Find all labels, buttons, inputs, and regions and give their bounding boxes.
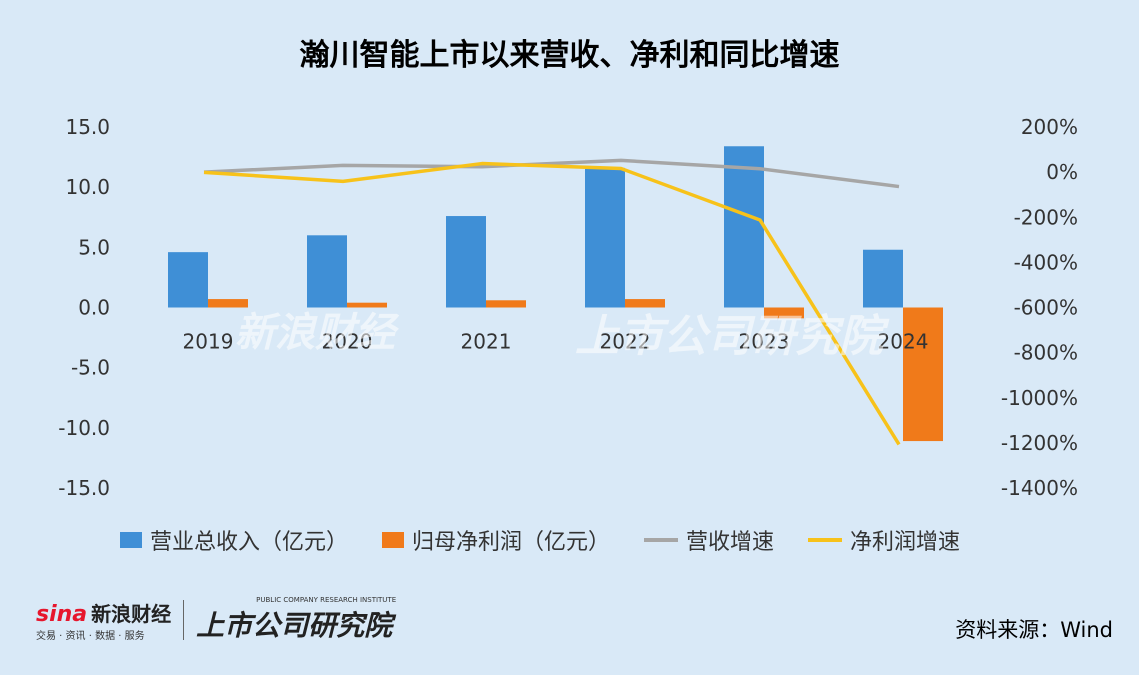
revenue-bar (446, 216, 486, 308)
profit-bar (903, 307, 943, 442)
right-axis: 200% 0% -200% -400% -600% -800% -1000% -1200% -1… (1001, 115, 1078, 500)
legend-item-profit-growth: 净利润增速 (808, 524, 960, 556)
category-label: 2021 (461, 330, 512, 354)
legend-label-profit-growth: 净利润增速 (850, 530, 961, 555)
right-tick-label: -200% (1014, 205, 1078, 229)
profit-bar (486, 300, 526, 308)
chart-title: 瀚川智能上市以来营收、净利和同比增速 (299, 38, 840, 73)
profit-growth-line (203, 161, 901, 446)
left-tick-label: 15.0 (65, 115, 110, 139)
left-tick-label: 5.0 (78, 235, 110, 259)
legend-item-revenue-growth: 营收增速 (644, 524, 774, 556)
right-tick-label: -1000% (1001, 386, 1078, 410)
right-tick-label: 200% (1021, 115, 1078, 139)
profit-bar (625, 299, 665, 308)
legend-label-revenue-growth: 营收增速 (686, 530, 775, 555)
category-axis: 2019 2020 2021 2022 2023 2024 (183, 330, 929, 354)
revenue-growth-line (203, 158, 900, 189)
profit-bar (208, 299, 248, 308)
left-axis: 15.0 10.0 5.0 0.0 -5.0 -10.0 -15.0 (58, 115, 110, 500)
legend-swatch-revenue-growth (644, 538, 679, 542)
sina-logo: sina 新浪财经 交易 · 资讯 · 数据 · 服务 (36, 598, 171, 642)
legend-label-profit: 归母净利润（亿元） (412, 530, 611, 555)
category-label: 2020 (322, 330, 373, 354)
right-tick-label: -1200% (1001, 431, 1078, 455)
source-note: 资料来源：Wind (955, 618, 1113, 642)
combo-chart: 15.0 10.0 5.0 0.0 -5.0 -10.0 -15.0 200% 0% -200%… (58, 115, 1078, 500)
institute-logo-sub: PUBLIC COMPANY RESEARCH INSTITUTE (256, 596, 397, 604)
profit-bar (347, 302, 387, 308)
right-tick-label: -800% (1014, 341, 1078, 365)
legend-item-profit: 归母净利润（亿元） (382, 524, 610, 556)
right-tick-label: -400% (1014, 250, 1078, 274)
right-tick-label: 0% (1046, 160, 1078, 184)
legend-item-revenue: 营业总收入（亿元） (120, 524, 348, 556)
legend-swatch-profit-growth (808, 538, 843, 542)
category-label: 2019 (183, 330, 234, 354)
institute-logo: PUBLIC COMPANY RESEARCH INSTITUTE 上市公司研究… (196, 596, 396, 644)
logo-divider (183, 600, 185, 640)
category-label: 2022 (600, 330, 651, 354)
revenue-bar (307, 235, 347, 308)
bar-series (168, 146, 943, 442)
revenue-bar (168, 252, 208, 308)
left-tick-label: 10.0 (65, 175, 110, 199)
sina-logo-text: 新浪财经 (91, 602, 172, 626)
left-tick-label: -15.0 (58, 476, 110, 500)
line-series (203, 158, 901, 446)
footer-logos: sina 新浪财经 交易 · 资讯 · 数据 · 服务 PUBLIC COMPA… (36, 596, 396, 644)
left-tick-label: 0.0 (78, 296, 110, 320)
right-tick-label: -1400% (1001, 476, 1078, 500)
legend: 营业总收入（亿元） 归母净利润（亿元） 营收增速 净利润增速 (120, 524, 960, 556)
revenue-bar (585, 167, 625, 308)
legend-label-revenue: 营业总收入（亿元） (150, 530, 349, 555)
legend-swatch-revenue (120, 532, 142, 548)
left-tick-label: -5.0 (71, 356, 110, 380)
category-label: 2024 (878, 330, 929, 354)
category-label: 2023 (739, 330, 790, 354)
institute-logo-text: 上市公司研究院 (196, 609, 393, 642)
sina-logo-mark: sina (36, 602, 88, 627)
right-tick-label: -600% (1014, 296, 1078, 320)
legend-swatch-profit (382, 532, 405, 548)
left-tick-label: -10.0 (58, 416, 110, 440)
profit-bar (764, 307, 804, 319)
revenue-bar (863, 249, 903, 308)
sina-logo-tagline: 交易 · 资讯 · 数据 · 服务 (36, 631, 145, 642)
revenue-bar (724, 146, 764, 308)
